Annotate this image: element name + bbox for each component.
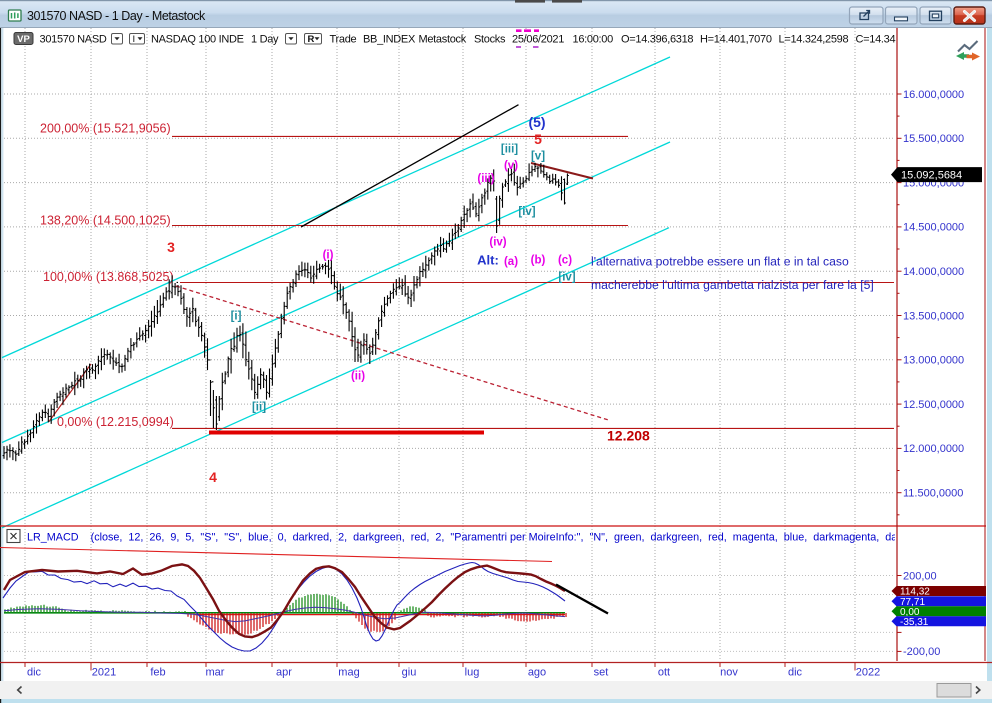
svg-text:l'alternativa potrebbe essere: l'alternativa potrebbe essere un flat e … — [591, 255, 849, 269]
svg-text:Metastock: Metastock — [419, 33, 467, 45]
svg-text:(v): (v) — [504, 160, 518, 172]
svg-text:0,00% (12.215,0994): 0,00% (12.215,0994) — [57, 415, 174, 429]
svg-text:Alt:: Alt: — [477, 253, 499, 268]
svg-text:dic: dic — [788, 667, 803, 679]
svg-text:16.000,0000: 16.000,0000 — [903, 89, 964, 101]
svg-text:16:00:00: 16:00:00 — [573, 33, 614, 45]
svg-text:Trade: Trade — [330, 33, 357, 45]
svg-text:[v]: [v] — [531, 151, 545, 163]
svg-text:macherebbe l'ultima gambetta r: macherebbe l'ultima gambetta rialzista p… — [591, 278, 874, 292]
svg-text:R: R — [308, 34, 315, 45]
svg-text:mar: mar — [206, 667, 225, 679]
svg-text:301570 NASD: 301570 NASD — [40, 33, 107, 45]
svg-text:(5): (5) — [528, 114, 545, 130]
svg-text:LR_MACD (close, 12, 26,: LR_MACD (close, 12, 26, 9, 5, "S", "S", … — [27, 532, 901, 544]
svg-text:(ii): (ii) — [351, 371, 365, 383]
svg-text:25/06/2021: 25/06/2021 — [512, 33, 564, 45]
svg-text:mag: mag — [338, 667, 359, 679]
svg-text:11.500,0000: 11.500,0000 — [903, 488, 963, 500]
svg-text:giu: giu — [402, 667, 417, 679]
svg-text:-200,00: -200,00 — [903, 646, 940, 658]
svg-text:L=14.324,2598: L=14.324,2598 — [779, 33, 849, 45]
svg-text:-35,31: -35,31 — [900, 617, 929, 628]
svg-text:(iii): (iii) — [477, 173, 494, 185]
svg-text:77,71: 77,71 — [900, 597, 925, 608]
svg-text:[i]: [i] — [231, 311, 242, 323]
svg-text:Stocks: Stocks — [474, 33, 506, 45]
svg-text:5: 5 — [534, 131, 542, 147]
svg-text:feb: feb — [150, 667, 165, 679]
svg-text:14.500,0000: 14.500,0000 — [903, 222, 964, 234]
svg-text:[ii]: [ii] — [252, 402, 266, 414]
svg-text:BB_INDEX: BB_INDEX — [363, 33, 416, 45]
svg-text:(i): (i) — [323, 250, 334, 262]
svg-text:NASDAQ 100 INDE: NASDAQ 100 INDE — [151, 33, 244, 45]
svg-text:200,00: 200,00 — [903, 570, 937, 582]
svg-text:301570 NASD - 1 Day - Metastoc: 301570 NASD - 1 Day - Metastock — [27, 9, 206, 23]
svg-text:13.000,0000: 13.000,0000 — [903, 355, 964, 367]
svg-text:2022: 2022 — [856, 667, 880, 679]
svg-text:H=14.401,7070: H=14.401,7070 — [700, 33, 772, 45]
svg-text:C=14.34: C=14.34 — [856, 33, 896, 45]
svg-text:12.500,0000: 12.500,0000 — [903, 399, 964, 411]
svg-text:1 Day: 1 Day — [251, 33, 279, 45]
svg-text:VP: VP — [17, 34, 30, 45]
svg-text:I: I — [133, 34, 136, 45]
svg-text:nov: nov — [720, 667, 738, 679]
svg-text:(iv): (iv) — [489, 237, 506, 249]
svg-text:(c): (c) — [558, 255, 572, 267]
svg-text:set: set — [594, 667, 609, 679]
svg-text:lug: lug — [465, 667, 480, 679]
svg-text:13.500,0000: 13.500,0000 — [903, 310, 964, 322]
svg-text:[iv]: [iv] — [518, 206, 535, 218]
svg-text:12.208: 12.208 — [607, 428, 650, 444]
svg-text:2021: 2021 — [92, 667, 116, 679]
svg-text:0,00: 0,00 — [900, 607, 920, 618]
svg-text:138,20% (14.500,1025): 138,20% (14.500,1025) — [40, 214, 171, 228]
svg-text:O=14.396,6318: O=14.396,6318 — [621, 33, 693, 45]
svg-text:ago: ago — [528, 667, 546, 679]
svg-text:[iii]: [iii] — [501, 144, 518, 156]
svg-text:ott: ott — [658, 667, 670, 679]
svg-text:3: 3 — [167, 239, 175, 255]
svg-text:114,32: 114,32 — [900, 587, 930, 598]
svg-text:(b): (b) — [531, 255, 546, 267]
svg-text:4: 4 — [209, 469, 217, 485]
svg-text:[iv]: [iv] — [558, 272, 575, 284]
svg-text:12.000,0000: 12.000,0000 — [903, 443, 964, 455]
svg-text:15.500,0000: 15.500,0000 — [903, 133, 964, 145]
svg-text:15.092,5684: 15.092,5684 — [901, 170, 962, 182]
svg-text:100,00% (13.868,5025): 100,00% (13.868,5025) — [43, 270, 174, 284]
svg-text:dic: dic — [27, 667, 42, 679]
svg-text:apr: apr — [276, 667, 292, 679]
svg-text:14.000,0000: 14.000,0000 — [903, 266, 964, 278]
svg-text:(a): (a) — [504, 256, 518, 268]
svg-text:200,00% (15.521,9056): 200,00% (15.521,9056) — [40, 122, 171, 136]
